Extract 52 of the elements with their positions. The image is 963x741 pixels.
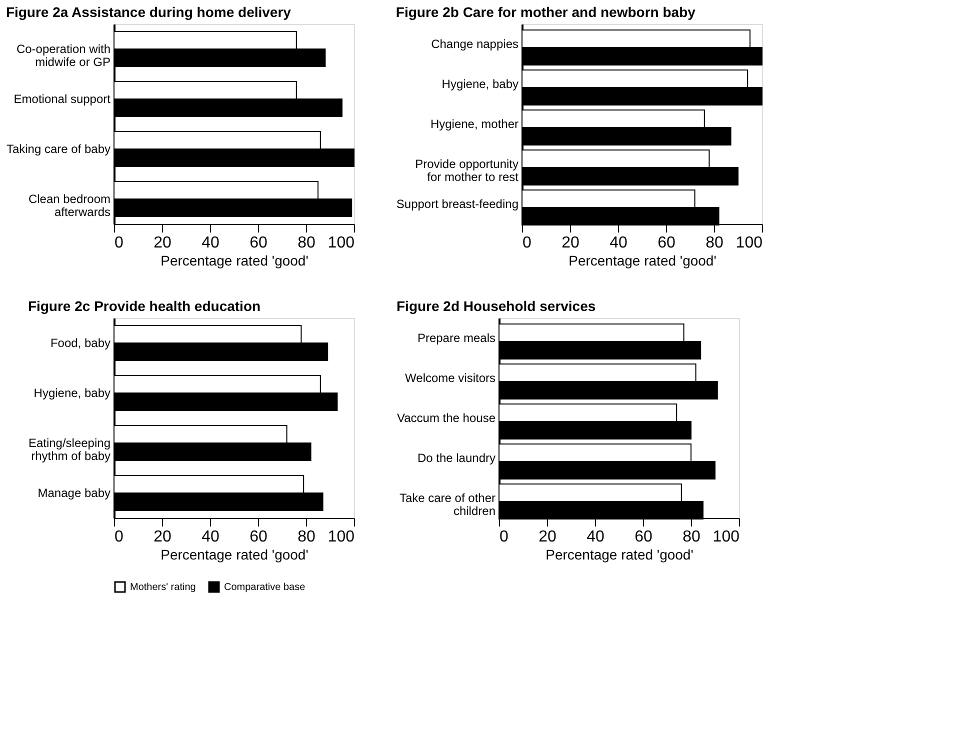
x-tick-label: 40 — [202, 234, 220, 252]
chart-title: Figure 2d Household services — [396, 298, 596, 314]
y-tick-label: Emotional support — [14, 92, 112, 106]
x-tick-label: 80 — [682, 528, 700, 546]
y-tick-label: Take care of other children — [399, 491, 496, 518]
legend-label: Mothers' rating — [130, 582, 196, 593]
y-tick-label: Prepare meals — [417, 331, 496, 345]
x-axis-title: Percentage rated 'good' — [160, 252, 308, 268]
y-tick-label: Food, baby — [50, 336, 110, 350]
x-tick-label: 60 — [634, 528, 652, 546]
y-tick-label: Change nappies — [431, 37, 518, 51]
x-axis-title: Percentage rated 'good' — [568, 252, 716, 268]
y-tick-label: Co-operation with midwife or GP — [16, 42, 110, 69]
x-tick-label: 0 — [114, 528, 124, 546]
y-tick-label: Do the laundry — [417, 451, 496, 465]
x-tick-label: 80 — [706, 234, 724, 252]
legend-label: Comparative base — [224, 582, 306, 593]
x-tick-label: 40 — [586, 528, 604, 546]
x-axis-title: Percentage rated 'good' — [160, 546, 308, 562]
x-tick-label: 60 — [658, 234, 676, 252]
y-tick-label: Eating/sleeping rhythm of baby — [28, 436, 110, 463]
x-tick-label: 20 — [154, 528, 172, 546]
y-tick-label: Vaccum the house — [396, 411, 496, 425]
x-tick-label: 100 — [328, 234, 355, 252]
y-tick-label: Manage baby — [38, 486, 110, 500]
x-tick-label: 100 — [328, 528, 355, 546]
y-tick-label: Hygiene, mother — [430, 117, 518, 131]
y-tick-label: Clean bedroom afterwards — [28, 192, 110, 219]
x-tick-label: 0 — [522, 234, 532, 252]
x-tick-label: 60 — [250, 234, 268, 252]
y-tick-label: Taking care of baby — [6, 142, 110, 156]
x-tick-label: 100 — [736, 234, 763, 252]
x-tick-label: 40 — [610, 234, 628, 252]
chart-title: Figure 2a Assistance during home delivery — [6, 4, 292, 20]
x-tick-label: 20 — [562, 234, 580, 252]
x-tick-label: 100 — [712, 528, 740, 546]
x-tick-label: 80 — [298, 528, 316, 546]
y-tick-label: Provide opportunity for mother to rest — [415, 157, 520, 184]
chart-title: Figure 2c Provide health education — [28, 298, 261, 314]
y-tick-label: Hygiene, baby — [442, 77, 518, 91]
y-tick-label: Hygiene, baby — [34, 386, 110, 400]
y-tick-label: Welcome visitors — [405, 371, 496, 385]
x-tick-label: 40 — [202, 528, 220, 546]
x-tick-label: 0 — [114, 234, 124, 252]
x-tick-label: 80 — [298, 234, 316, 252]
chart-title: Figure 2b Care for mother and newborn baby — [396, 4, 696, 20]
x-tick-label: 0 — [500, 528, 508, 546]
x-axis-title: Percentage rated 'good' — [546, 546, 694, 562]
y-tick-label: Support breast-feeding — [396, 197, 518, 211]
x-tick-label: 20 — [538, 528, 556, 546]
x-tick-label: 60 — [250, 528, 268, 546]
x-tick-label: 20 — [154, 234, 172, 252]
